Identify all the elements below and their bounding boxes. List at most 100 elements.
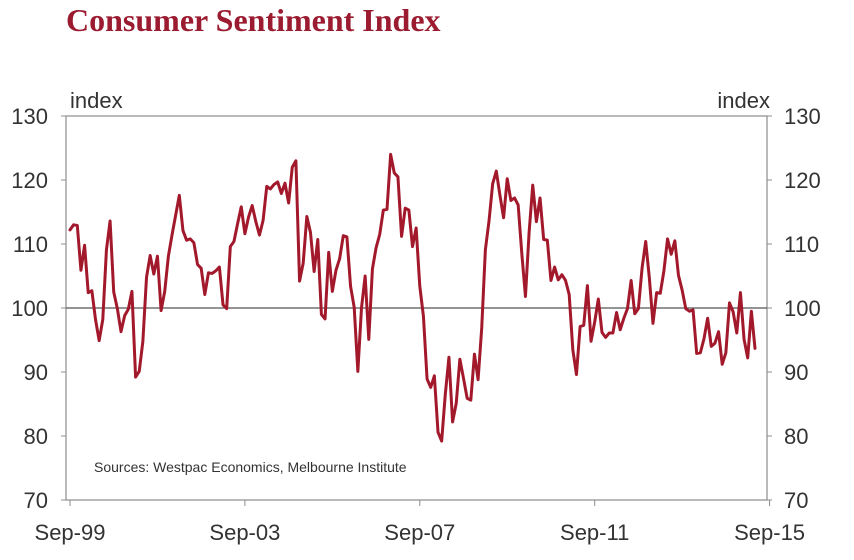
data-point	[247, 216, 250, 218]
data-point	[641, 267, 643, 269]
data-point	[309, 231, 312, 234]
data-point	[637, 308, 640, 310]
data-point	[754, 347, 756, 349]
data-point	[113, 291, 115, 293]
data-point	[266, 185, 268, 187]
data-point	[663, 270, 665, 272]
data-point	[696, 352, 698, 355]
data-point	[517, 204, 519, 206]
data-point	[175, 214, 177, 216]
data-point	[91, 290, 93, 292]
y-tick-label-right: 90	[784, 360, 808, 385]
data-point	[645, 240, 647, 243]
data-point	[335, 269, 337, 271]
data-point	[459, 358, 461, 360]
data-point	[732, 311, 734, 313]
data-point	[189, 238, 191, 240]
data-point	[422, 315, 425, 317]
source-note: Sources: Westpac Economics, Melbourne In…	[94, 459, 407, 475]
data-point	[196, 263, 199, 266]
data-point	[138, 370, 140, 372]
data-point	[69, 229, 71, 231]
data-point	[470, 399, 472, 401]
data-point	[605, 336, 607, 339]
data-point	[415, 227, 417, 229]
data-point	[324, 318, 326, 320]
data-point	[98, 340, 100, 342]
data-point	[400, 235, 403, 237]
data-point	[670, 253, 672, 255]
data-point	[269, 188, 271, 190]
y-tick-label-right: 100	[784, 296, 821, 321]
data-point	[368, 338, 370, 340]
data-point	[233, 240, 235, 243]
data-point	[211, 272, 213, 275]
y-tick-label-right: 130	[784, 104, 821, 129]
data-point	[488, 220, 490, 222]
data-point	[597, 298, 599, 300]
data-point	[513, 197, 516, 199]
x-tick-label: Sep-15	[734, 520, 805, 545]
data-point	[364, 275, 366, 277]
data-point	[204, 293, 206, 296]
data-point	[524, 295, 527, 298]
data-point	[430, 386, 432, 388]
data-point	[229, 245, 231, 248]
data-point	[535, 221, 537, 223]
data-point	[608, 332, 610, 334]
y-tick-label-left: 100	[11, 296, 48, 321]
data-point	[710, 345, 712, 347]
data-point	[390, 153, 392, 155]
data-point	[557, 279, 559, 281]
data-point	[226, 308, 228, 310]
data-point	[375, 247, 377, 249]
data-point	[339, 258, 341, 260]
data-point	[550, 279, 552, 282]
data-point	[433, 375, 435, 377]
data-point	[382, 209, 384, 211]
data-point	[105, 249, 108, 251]
data-point	[601, 331, 603, 333]
data-point	[102, 318, 104, 321]
data-point	[539, 197, 541, 199]
data-point	[320, 313, 323, 315]
data-point	[255, 221, 257, 223]
data-point	[564, 279, 567, 282]
data-point	[619, 329, 621, 331]
data-point	[612, 332, 614, 334]
data-point	[298, 280, 301, 282]
data-point	[295, 160, 297, 162]
data-point	[502, 217, 505, 219]
series-line-consumer-sentiment	[68, 152, 757, 443]
data-point	[379, 233, 381, 235]
y-axis-label-left: index	[70, 88, 123, 113]
data-point	[561, 274, 563, 276]
data-point	[317, 238, 319, 241]
data-point	[681, 289, 683, 291]
data-point	[510, 199, 512, 202]
data-point	[677, 274, 680, 276]
data-point	[583, 324, 585, 326]
data-point	[721, 363, 723, 365]
data-point	[473, 353, 476, 355]
data-point	[674, 240, 676, 242]
data-point	[200, 267, 202, 269]
data-point	[739, 292, 742, 294]
data-point	[357, 370, 359, 372]
data-point	[94, 318, 97, 321]
data-point	[273, 183, 275, 186]
data-point	[528, 231, 530, 234]
data-point	[397, 176, 399, 178]
data-point	[346, 236, 348, 238]
data-point	[80, 269, 82, 271]
y-tick-label-right: 110	[784, 232, 819, 257]
data-point	[546, 239, 548, 241]
data-point	[193, 242, 195, 244]
data-point	[258, 234, 261, 236]
data-point	[747, 357, 749, 359]
y-axis-label-right: index	[717, 88, 770, 113]
data-point	[178, 194, 180, 196]
data-point	[160, 309, 162, 312]
data-point	[328, 251, 330, 253]
data-point	[492, 183, 494, 185]
